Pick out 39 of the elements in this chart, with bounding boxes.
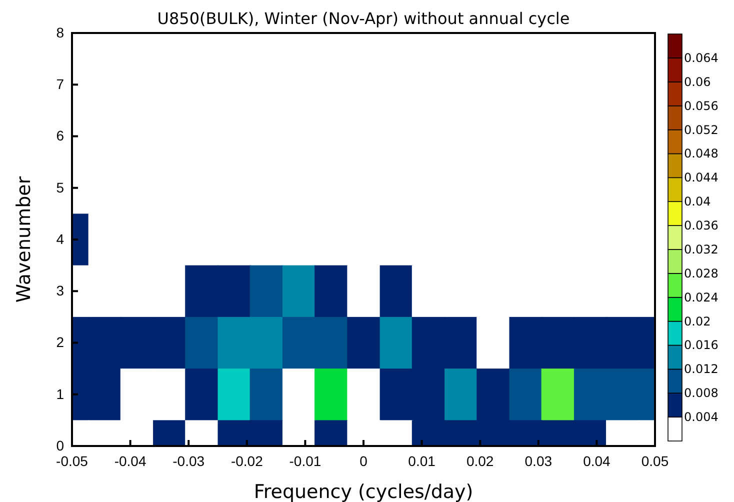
x-tick-label: 0.05 <box>641 452 669 469</box>
x-tick-label: -0.04 <box>114 452 146 469</box>
color-bar-label: 0.012 <box>684 362 718 376</box>
x-tick-label: 0.03 <box>524 452 552 469</box>
color-bar-label: 0.044 <box>684 170 718 185</box>
color-bar-label: 0.064 <box>684 50 718 65</box>
y-tick-label: 3 <box>56 282 64 299</box>
x-tick-label: 0.02 <box>466 452 494 469</box>
chart-title: U850(BULK), Winter (Nov-Apr) without annual cycle <box>157 9 570 28</box>
y-tick-label: 0 <box>56 437 64 454</box>
y-tick-label: 7 <box>56 76 64 92</box>
x-axis-title: Frequency (cycles/day) <box>254 481 474 502</box>
color-bar-label: 0.036 <box>684 218 718 233</box>
y-tick-label: 6 <box>56 128 64 144</box>
x-tick-label: -0.02 <box>230 452 264 469</box>
color-bar-label: 0.056 <box>684 98 718 113</box>
y-tick-label: 5 <box>56 179 64 196</box>
color-bar-label: 0.04 <box>684 194 711 209</box>
x-tick-label: 0.01 <box>408 452 436 469</box>
y-tick-label: 1 <box>56 386 64 402</box>
color-bar-label: 0.048 <box>684 146 718 161</box>
color-bar-label: 0.02 <box>684 314 711 328</box>
y-tick-label: 8 <box>56 24 64 40</box>
x-tick-label: 0 <box>360 452 368 469</box>
x-tick-label: -0.01 <box>289 452 322 469</box>
color-bar-label: 0.016 <box>684 338 718 352</box>
x-tick-label: 0.04 <box>583 452 611 469</box>
y-axis-title: Wavenumber <box>13 176 35 303</box>
x-tick-label: -0.05 <box>56 452 88 469</box>
y-tick-label: 4 <box>56 230 64 247</box>
color-bar-label: 0.06 <box>684 74 711 89</box>
color-bar-label: 0.052 <box>684 122 718 137</box>
color-bar-label: 0.024 <box>684 290 718 304</box>
color-bar-label: 0.028 <box>684 266 718 280</box>
color-bar-label: 0.032 <box>684 242 718 256</box>
color-bar-label: 0.004 <box>684 410 718 424</box>
color-bar-label: 0.008 <box>684 386 718 400</box>
y-tick-label: 2 <box>56 334 64 350</box>
x-tick-label: -0.03 <box>172 452 205 469</box>
